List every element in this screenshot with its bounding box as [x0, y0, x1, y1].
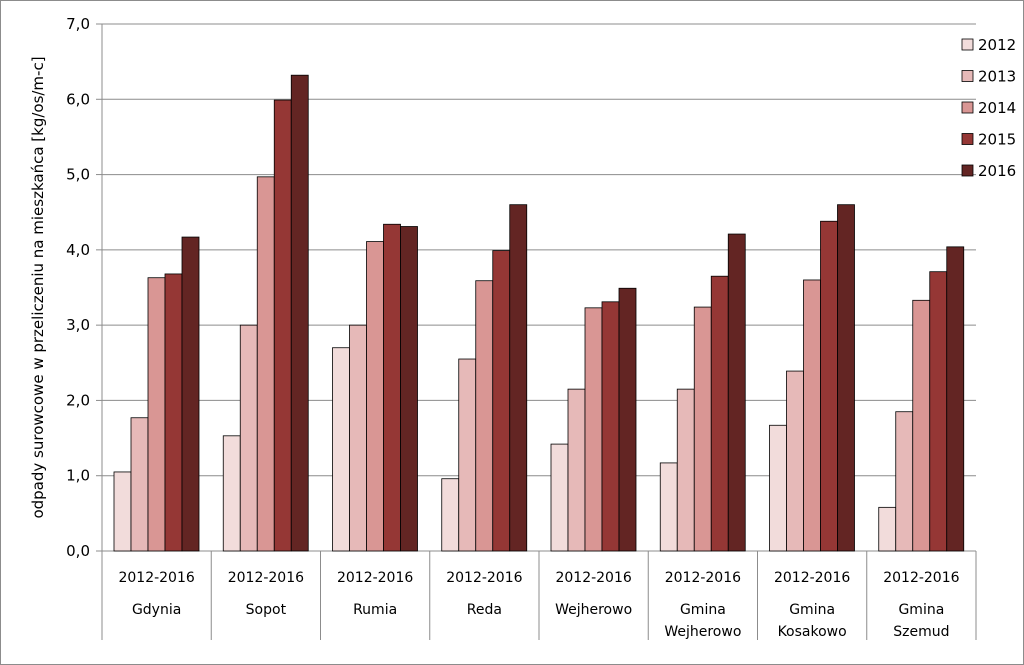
bar-2013: [349, 324, 367, 552]
x-period-label: 2012-2016: [665, 570, 741, 586]
y-tick-label: 5,0: [66, 166, 90, 184]
bar-2012: [878, 506, 897, 552]
bar-2012: [769, 424, 787, 552]
x-category-label: Szemud: [893, 624, 949, 640]
bar-2016: [618, 287, 637, 552]
bar-2013: [130, 417, 149, 552]
bar-2016: [946, 246, 965, 552]
bar-2016: [509, 204, 528, 552]
x-period-label: 2012-2016: [774, 570, 850, 586]
x-period-label: 2012-2016: [555, 570, 631, 586]
bar-2014: [584, 307, 603, 552]
bar-2012: [441, 478, 460, 552]
x-category-label: Kosakowo: [778, 624, 847, 640]
bar-2015: [710, 275, 729, 552]
legend-label-2015: 2015: [978, 131, 1016, 149]
y-tick-label: 2,0: [66, 391, 90, 409]
x-period-label: 2012-2016: [337, 570, 413, 586]
x-category-label: Wejherowo: [664, 624, 741, 640]
x-category-label: Gmina: [680, 602, 726, 618]
bar-2016: [290, 74, 309, 552]
y-tick-label: 7,0: [66, 15, 90, 33]
legend-label-2014: 2014: [978, 99, 1016, 117]
y-tick-label: 3,0: [66, 316, 90, 334]
x-category-label: Sopot: [246, 602, 287, 618]
bar-2014: [147, 277, 166, 552]
x-category-label: Wejherowo: [555, 602, 632, 618]
legend-swatch-2014: [961, 101, 974, 114]
legend-label-2013: 2013: [978, 68, 1016, 86]
bar-2013: [895, 411, 914, 552]
legend-swatch-2012: [961, 38, 974, 51]
x-category-label: Gmina: [789, 602, 835, 618]
bar-2013: [458, 358, 477, 552]
y-tick-label: 6,0: [66, 90, 90, 108]
x-period-label: 2012-2016: [883, 570, 959, 586]
bar-2012: [550, 443, 569, 552]
bar-2013: [676, 388, 695, 552]
y-tick-label: 0,0: [66, 542, 90, 560]
bar-2016: [181, 236, 200, 552]
bar-2013: [786, 370, 804, 552]
legend-swatch-2016: [961, 164, 974, 177]
legend-swatch-2015: [961, 133, 974, 145]
bar-2012: [222, 435, 241, 552]
bar-2012: [659, 462, 678, 552]
bar-2014: [256, 176, 275, 552]
bar-2014: [912, 299, 931, 552]
x-category-label: Reda: [467, 602, 502, 618]
bar-2016: [727, 233, 746, 552]
bar-2012: [113, 471, 132, 552]
bar-2012: [332, 347, 350, 552]
x-category-label: Gmina: [898, 602, 944, 618]
y-tick-label: 1,0: [66, 467, 90, 485]
bar-2015: [164, 273, 183, 552]
x-period-label: 2012-2016: [118, 570, 194, 586]
bar-2015: [601, 301, 620, 552]
x-period-label: 2012-2016: [446, 570, 522, 586]
bar-2015: [929, 271, 948, 552]
legend-label-2016: 2016: [978, 162, 1016, 180]
bar-2014: [366, 241, 384, 552]
bar-2015: [492, 250, 511, 552]
bar-2014: [803, 279, 821, 552]
bar-2013: [567, 388, 586, 552]
bar-2015: [820, 220, 838, 552]
bar-2015: [383, 223, 401, 552]
x-period-label: 2012-2016: [228, 570, 304, 586]
y-tick-label: 4,0: [66, 241, 90, 259]
legend-label-2012: 2012: [978, 36, 1016, 54]
bar-2014: [693, 306, 712, 552]
x-category-label: Rumia: [353, 602, 397, 618]
bar-2015: [273, 99, 292, 552]
bar-2014: [475, 280, 494, 552]
y-axis-title: odpady surowcowe w przeliczeniu na miesz…: [29, 56, 47, 518]
bar-2016: [837, 204, 855, 552]
bar-2013: [239, 324, 258, 552]
legend-swatch-2013: [961, 70, 974, 82]
bar-2016: [400, 226, 418, 552]
x-category-label: Gdynia: [132, 602, 181, 618]
